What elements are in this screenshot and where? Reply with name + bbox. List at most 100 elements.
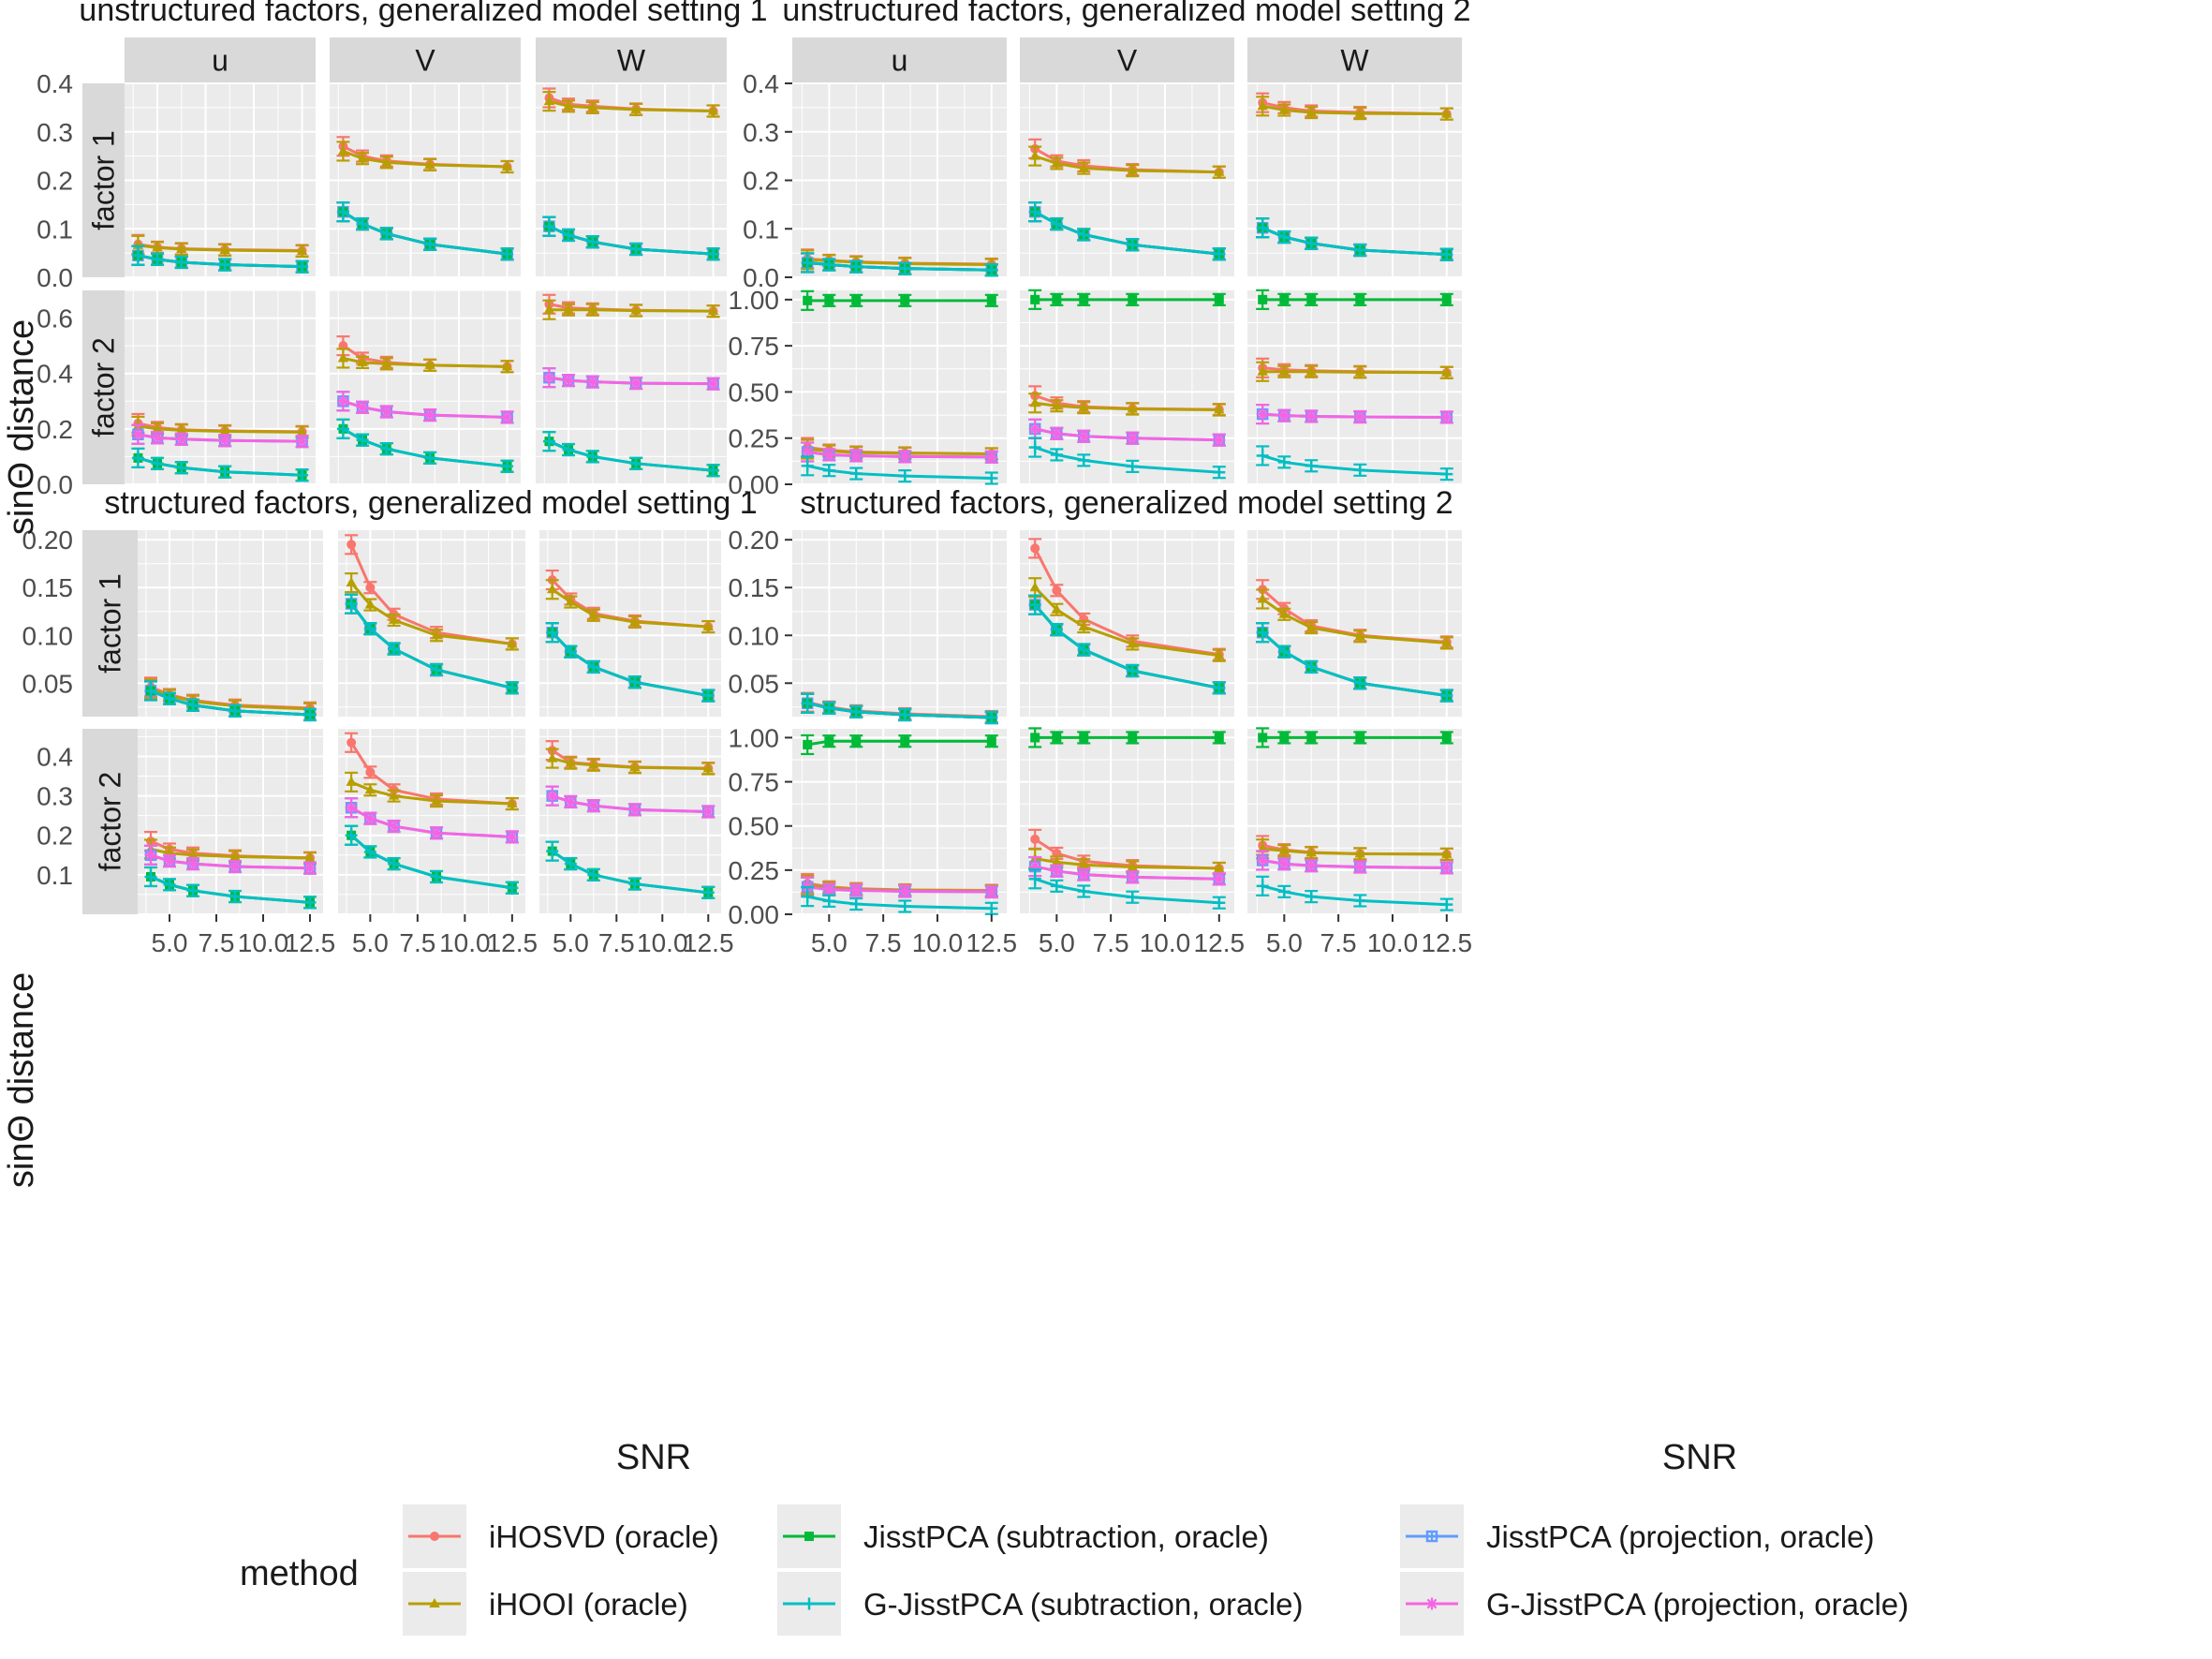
series-GJisstPCA_sub [1256,622,1453,703]
strip-label: u [212,44,229,78]
legend-marker [1425,1530,1438,1543]
data-point [985,471,998,484]
data-point [296,260,309,274]
panel-u-factor-1 [792,530,1007,725]
data-point [430,663,443,676]
data-point [1077,868,1090,881]
data-point [1077,453,1090,467]
data-point [542,435,555,448]
series-JisstPCA_sub [1028,727,1226,748]
data-point [985,451,998,464]
strip-label: u [892,44,908,78]
series-GJisstPCA_sub [801,692,998,725]
series-GJisstPCA_proj [1028,855,1226,886]
data-point [1256,449,1269,462]
data-point [824,736,834,747]
data-point [543,304,555,314]
data-point [363,622,376,635]
y-tick-label: 0.4 [743,69,779,98]
data-point [628,878,641,891]
data-point [1078,621,1089,631]
data-point [1051,157,1063,168]
data-point [506,881,519,895]
data-point [702,763,715,773]
data-point [1028,205,1041,218]
legend: method iHOSVD (oracle) iHOOI (oracle) Jiss… [240,1499,1962,1639]
series-GJisstPCA_sub [545,840,715,899]
x-tick-label: 5.0 [352,928,389,957]
data-point [345,598,358,611]
data-point [388,857,401,870]
data-point [337,145,349,156]
series-iHOOI [345,572,519,651]
data-point [1213,434,1226,447]
data-point [1128,733,1138,743]
data-point [152,422,163,433]
data-point [1051,856,1063,867]
data-point [1305,847,1317,857]
data-point [1257,593,1268,603]
data-point [1030,294,1040,304]
data-point [900,295,910,305]
y-tick-label: 0.1 [37,215,73,244]
data-point [1127,638,1139,648]
legend-title: method [240,1554,359,1593]
data-point [229,890,242,903]
data-point [1030,834,1040,844]
series-GJisstPCA_proj [144,844,317,875]
data-point [430,870,443,883]
data-point [563,304,574,314]
data-point [586,450,599,463]
data-point [151,457,164,470]
data-point [365,767,376,778]
data-point [1030,733,1040,743]
data-point [296,426,308,437]
data-point [1077,884,1090,897]
data-point [176,243,187,253]
x-tick-label: 10.0 [912,928,964,957]
data-point [1127,165,1139,175]
panel-W-factor-1 [1247,530,1462,717]
data-point [707,105,719,115]
series-GJisstPCA_sub [345,593,519,695]
data-point [175,433,188,446]
y-tick-label: 0.3 [743,118,779,147]
y-tick-label: 0.00 [729,900,780,929]
data-point [898,469,911,482]
y-tick-label: 0.20 [22,526,74,555]
data-point [304,852,316,863]
data-point [900,736,910,747]
series-GJisstPCA_proj [542,367,720,391]
data-point [365,583,376,593]
data-point [388,614,400,624]
data-point [187,849,199,859]
series-line [549,308,714,313]
row-strip-label: factor 1 [87,130,121,230]
y-tick-label: 0.15 [729,573,780,602]
data-point [186,699,199,712]
data-point [1126,238,1139,251]
data-point [131,452,144,465]
data-point [542,220,555,233]
series-GJisstPCA_proj [1256,850,1453,875]
data-point [1214,733,1224,743]
x-tick-label: 7.5 [1093,928,1129,957]
series-GJisstPCA_sub [144,680,317,722]
legend-item-JisstPCA_sub: JisstPCA (subtraction, oracle) [777,1504,1269,1568]
y-tick-label: 0.1 [743,215,779,244]
data-point [1256,853,1269,867]
x-tick-label: 7.5 [399,928,435,957]
data-point [564,795,577,808]
data-point [1353,676,1366,689]
data-point [218,259,231,272]
data-point [1353,410,1366,423]
data-point [1126,432,1139,445]
series-iHOOI [1028,393,1226,417]
series-GJisstPCA_sub [801,252,998,277]
y-tick-label: 0.0 [37,263,73,292]
panel-background [792,530,1007,717]
y-tick-label: 0.0 [743,263,779,292]
data-point [303,708,317,721]
panel-u-factor-1 [792,82,1007,278]
